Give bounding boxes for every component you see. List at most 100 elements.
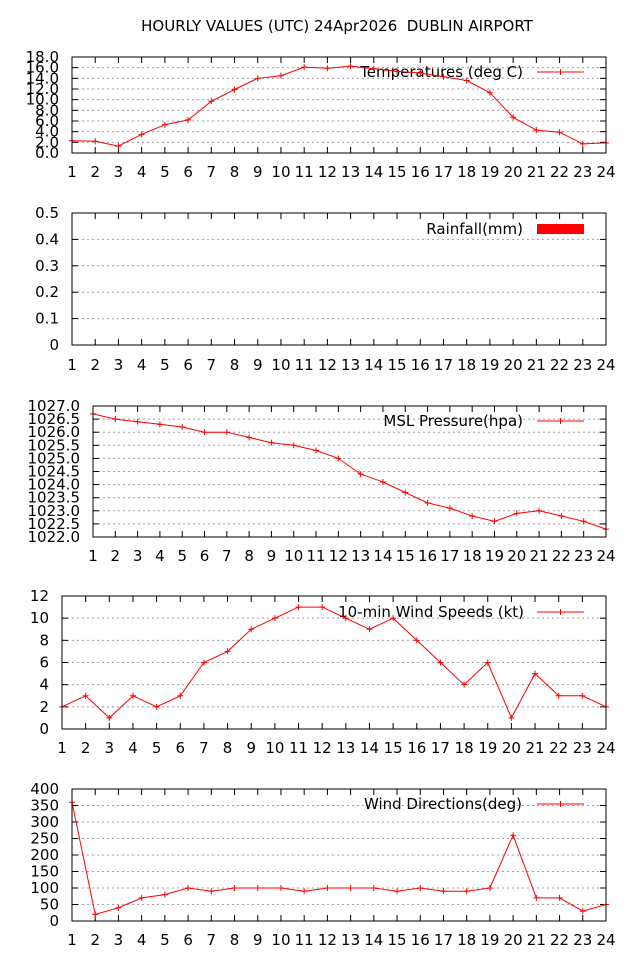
y-tick-label: 1024.5 (28, 463, 81, 481)
plot-frame (71, 212, 607, 346)
data-point (254, 75, 261, 82)
x-tick-label: 16 (411, 163, 430, 181)
y-tick-label: 1023.0 (28, 502, 81, 520)
x-tick-label: 23 (573, 739, 592, 757)
y-tick-label: 12.0 (26, 80, 59, 98)
x-tick-label: 1 (88, 547, 98, 565)
y-tick-label: 2 (39, 698, 49, 716)
y-tick-label: 2.0 (35, 133, 59, 151)
x-tick-label: 21 (527, 163, 546, 181)
x-tick-label: 1 (67, 356, 77, 374)
x-tick-label: 12 (318, 163, 337, 181)
x-tick-label: 3 (114, 356, 124, 374)
data-point (536, 507, 543, 514)
data-point (82, 692, 89, 699)
x-tick-label: 7 (207, 356, 217, 374)
y-tick-label: 16.0 (26, 59, 59, 77)
legend-label: Rainfall(mm) (426, 220, 523, 238)
x-tick-label: 5 (160, 356, 170, 374)
data-point (510, 832, 517, 839)
x-tick-label: 4 (137, 356, 147, 374)
y-tick-label: 1022.5 (28, 515, 81, 533)
data-point (324, 885, 331, 891)
plot-frame (92, 405, 607, 538)
data-point (533, 127, 540, 134)
x-tick-label: 24 (596, 547, 615, 565)
data-point (417, 885, 424, 891)
data-point (390, 615, 397, 622)
x-tick-label: 13 (341, 931, 360, 949)
x-tick-label: 15 (384, 739, 403, 757)
data-point (248, 626, 255, 633)
x-tick-label: 22 (550, 356, 569, 374)
data-point (424, 499, 431, 506)
x-tick-label: 20 (507, 547, 526, 565)
data-point (115, 904, 122, 911)
x-tick-label: 6 (183, 356, 193, 374)
data-point (446, 505, 453, 512)
data-point (579, 140, 586, 147)
data-point (366, 626, 373, 633)
x-tick-label: 6 (175, 739, 185, 757)
x-tick-label: 6 (183, 931, 193, 949)
x-tick-label: 21 (525, 739, 544, 757)
x-tick-label: 12 (318, 931, 337, 949)
x-tick-label: 24 (596, 931, 615, 949)
x-tick-label: 22 (550, 931, 569, 949)
x-tick-label: 18 (455, 739, 474, 757)
y-tick-label: 300 (30, 813, 59, 831)
x-tick-label: 12 (313, 739, 332, 757)
x-tick-label: 11 (295, 163, 314, 181)
x-tick-label: 10 (271, 163, 290, 181)
x-tick-label: 11 (306, 547, 325, 565)
data-point (161, 891, 168, 898)
x-tick-label: 10 (271, 356, 290, 374)
data-point (580, 518, 587, 525)
y-tick-label: 1022.0 (28, 528, 81, 546)
x-tick-label: 24 (596, 356, 615, 374)
x-tick-label: 13 (336, 739, 355, 757)
data-point (556, 894, 563, 901)
x-tick-label: 10 (265, 739, 284, 757)
data-point (246, 434, 253, 441)
x-tick-label: 14 (360, 739, 379, 757)
x-tick-label: 22 (550, 163, 569, 181)
data-point (268, 439, 275, 446)
x-tick-label: 7 (199, 739, 209, 757)
data-point (271, 615, 278, 622)
data-point (555, 692, 562, 699)
legend-marker (557, 69, 564, 75)
data-point (440, 888, 447, 895)
data-point (277, 72, 284, 79)
y-tick-label: 6 (39, 654, 49, 672)
y-tick-label: 8.0 (35, 101, 59, 119)
data-point (484, 659, 491, 666)
x-tick-label: 14 (364, 356, 383, 374)
x-tick-label: 19 (480, 163, 499, 181)
x-tick-label: 17 (431, 739, 450, 757)
x-tick-label: 16 (411, 356, 430, 374)
x-tick-label: 7 (222, 547, 232, 565)
legend-marker (557, 609, 564, 615)
data-point (106, 714, 113, 721)
x-tick-label: 19 (485, 547, 504, 565)
y-tick-label: 4.0 (35, 123, 59, 141)
y-tick-label: 0.2 (35, 283, 59, 301)
y-tick-label: 1025.5 (28, 436, 81, 454)
x-tick-label: 22 (549, 739, 568, 757)
x-tick-label: 21 (530, 547, 549, 565)
x-tick-label: 20 (502, 739, 521, 757)
data-point (463, 888, 470, 895)
data-point (402, 489, 409, 496)
y-tick-label: 1024.0 (28, 476, 81, 494)
x-tick-label: 11 (289, 739, 308, 757)
data-point (115, 143, 122, 150)
y-tick-label: 18.0 (26, 48, 59, 66)
x-tick-label: 5 (177, 547, 187, 565)
x-tick-label: 4 (155, 547, 165, 565)
legend-label: 10-min Wind Speeds (kt) (338, 603, 524, 621)
data-point (440, 73, 447, 80)
x-tick-label: 20 (504, 163, 523, 181)
